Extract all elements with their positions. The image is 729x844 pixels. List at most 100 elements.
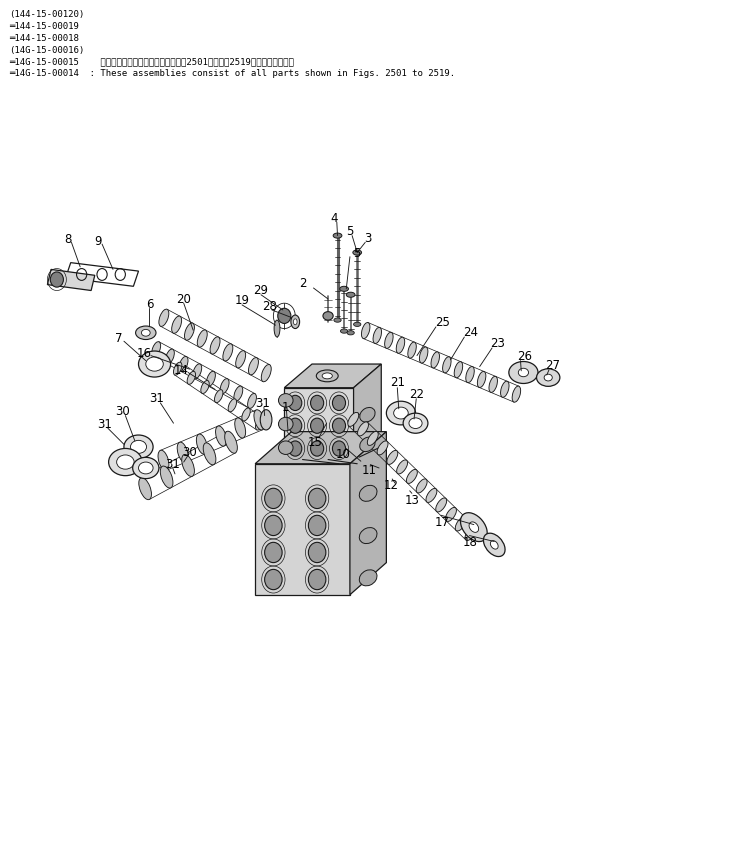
Circle shape: [289, 441, 302, 457]
Ellipse shape: [196, 435, 207, 455]
Circle shape: [265, 543, 282, 563]
Ellipse shape: [340, 287, 348, 292]
Text: 22: 22: [410, 387, 424, 401]
Text: 20: 20: [176, 292, 191, 306]
Polygon shape: [47, 270, 95, 291]
Ellipse shape: [357, 422, 368, 436]
Ellipse shape: [234, 387, 243, 402]
Ellipse shape: [165, 349, 174, 365]
Circle shape: [308, 543, 326, 563]
Ellipse shape: [477, 372, 486, 388]
Text: 23: 23: [491, 336, 505, 349]
Ellipse shape: [469, 522, 479, 533]
Ellipse shape: [397, 338, 405, 354]
Ellipse shape: [174, 363, 182, 376]
Text: 9: 9: [95, 235, 102, 248]
Ellipse shape: [216, 426, 227, 446]
Ellipse shape: [489, 376, 497, 393]
Text: 5: 5: [354, 246, 361, 260]
Ellipse shape: [210, 338, 220, 354]
Text: 26: 26: [518, 349, 532, 363]
Circle shape: [311, 441, 324, 457]
Text: 6: 6: [146, 297, 153, 311]
Ellipse shape: [409, 419, 422, 429]
Text: (14G-15-00016): (14G-15-00016): [9, 46, 84, 55]
Ellipse shape: [235, 419, 246, 439]
Text: 10: 10: [335, 447, 350, 461]
Ellipse shape: [146, 358, 163, 371]
Ellipse shape: [347, 332, 354, 336]
Ellipse shape: [387, 451, 398, 465]
Ellipse shape: [454, 362, 463, 378]
Text: 29: 29: [254, 284, 268, 297]
Ellipse shape: [367, 432, 378, 446]
Circle shape: [311, 419, 324, 434]
Ellipse shape: [333, 234, 342, 239]
Text: 18: 18: [463, 535, 477, 549]
Ellipse shape: [456, 517, 467, 532]
Ellipse shape: [397, 460, 408, 474]
Text: 7: 7: [115, 331, 122, 344]
Polygon shape: [354, 365, 381, 460]
Text: 11: 11: [362, 463, 376, 477]
Ellipse shape: [359, 437, 375, 452]
Text: 28: 28: [262, 300, 277, 313]
Polygon shape: [284, 365, 381, 388]
Ellipse shape: [445, 508, 456, 522]
Ellipse shape: [278, 394, 293, 408]
Ellipse shape: [483, 533, 505, 557]
Ellipse shape: [359, 571, 377, 586]
Text: 31: 31: [255, 397, 270, 410]
Ellipse shape: [377, 441, 388, 456]
Ellipse shape: [340, 330, 348, 334]
Ellipse shape: [512, 387, 521, 403]
Polygon shape: [350, 432, 386, 595]
Text: 31: 31: [149, 392, 164, 405]
Circle shape: [332, 441, 346, 457]
Text: 21: 21: [390, 376, 405, 389]
Text: 15: 15: [308, 436, 322, 449]
Ellipse shape: [316, 371, 338, 382]
Text: ═144-15-00019: ═144-15-00019: [9, 22, 79, 31]
Ellipse shape: [354, 323, 361, 327]
Ellipse shape: [203, 443, 216, 465]
Ellipse shape: [139, 478, 152, 500]
Ellipse shape: [228, 399, 237, 413]
Ellipse shape: [359, 528, 377, 544]
Circle shape: [311, 396, 324, 411]
Ellipse shape: [408, 343, 416, 359]
Circle shape: [308, 489, 326, 509]
Ellipse shape: [385, 333, 393, 349]
Ellipse shape: [353, 251, 362, 256]
Text: 31: 31: [165, 457, 180, 471]
Ellipse shape: [159, 310, 169, 327]
Ellipse shape: [256, 418, 264, 430]
Ellipse shape: [182, 455, 195, 477]
Text: 1: 1: [282, 400, 289, 414]
Ellipse shape: [214, 390, 223, 403]
Circle shape: [289, 396, 302, 411]
Ellipse shape: [117, 456, 134, 469]
Ellipse shape: [403, 414, 428, 434]
Text: 8: 8: [64, 233, 71, 246]
Circle shape: [332, 419, 346, 434]
Ellipse shape: [242, 408, 250, 421]
Ellipse shape: [160, 467, 173, 489]
Circle shape: [265, 489, 282, 509]
Ellipse shape: [193, 365, 202, 379]
Ellipse shape: [206, 372, 215, 387]
Text: 19: 19: [235, 294, 249, 307]
Text: 3: 3: [364, 231, 372, 245]
Text: 5: 5: [346, 225, 354, 238]
Ellipse shape: [139, 352, 171, 377]
Polygon shape: [66, 263, 139, 287]
Circle shape: [50, 273, 63, 288]
Ellipse shape: [223, 344, 233, 361]
Ellipse shape: [278, 418, 293, 431]
Text: 16: 16: [137, 346, 152, 360]
Ellipse shape: [322, 373, 332, 380]
Ellipse shape: [172, 316, 182, 334]
Text: (144-15-00120): (144-15-00120): [9, 10, 84, 19]
Ellipse shape: [407, 470, 417, 484]
Text: 14: 14: [174, 363, 188, 376]
